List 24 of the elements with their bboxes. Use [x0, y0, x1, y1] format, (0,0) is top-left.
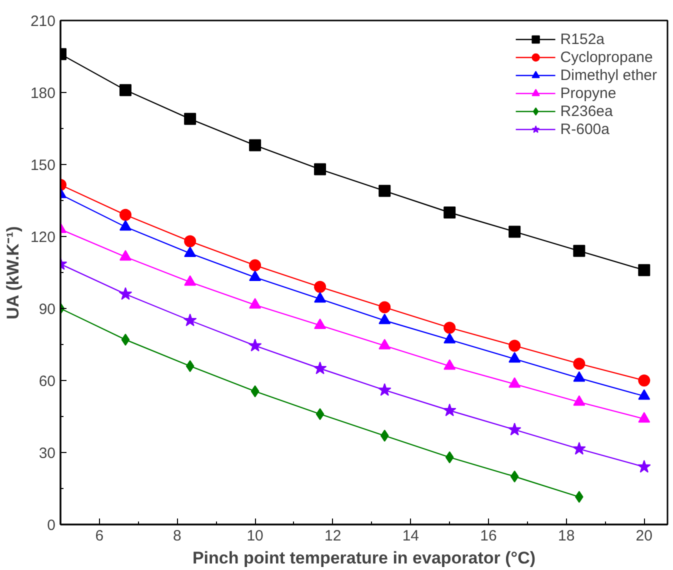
y-tick-label: 90	[38, 301, 56, 318]
x-tick-label: 6	[95, 528, 104, 544]
legend-label: R236ea	[560, 102, 613, 120]
x-tick-label: 14	[402, 528, 420, 544]
y-tick-label: 0	[47, 517, 56, 534]
y-tick-label: 150	[30, 157, 56, 174]
legend-label: R-600a	[560, 120, 610, 138]
legend-label: R152a	[560, 30, 604, 48]
x-tick-label: 18	[558, 528, 575, 544]
x-tick-label: 20	[636, 528, 652, 544]
x-axis-title: Pinch point temperature in evaporator (°C)	[192, 548, 536, 568]
y-tick-label: 210	[30, 13, 56, 30]
x-tick-label: 12	[324, 528, 342, 544]
y-tick-label: 120	[30, 229, 56, 246]
x-tick-label: 16	[480, 528, 497, 544]
y-tick-label: 30	[38, 445, 56, 462]
legend-label: Cyclopropane	[560, 48, 653, 66]
legend-label: Propyne	[560, 84, 616, 102]
x-tick-label: 10	[246, 528, 264, 544]
legend-label: Dimethyl ether	[560, 66, 657, 84]
x-tick-label: 8	[173, 528, 182, 544]
y-axis-title: UA (kW.K⁻¹)	[3, 226, 22, 320]
y-tick-label: 60	[38, 373, 56, 390]
y-tick-label: 180	[30, 85, 56, 102]
